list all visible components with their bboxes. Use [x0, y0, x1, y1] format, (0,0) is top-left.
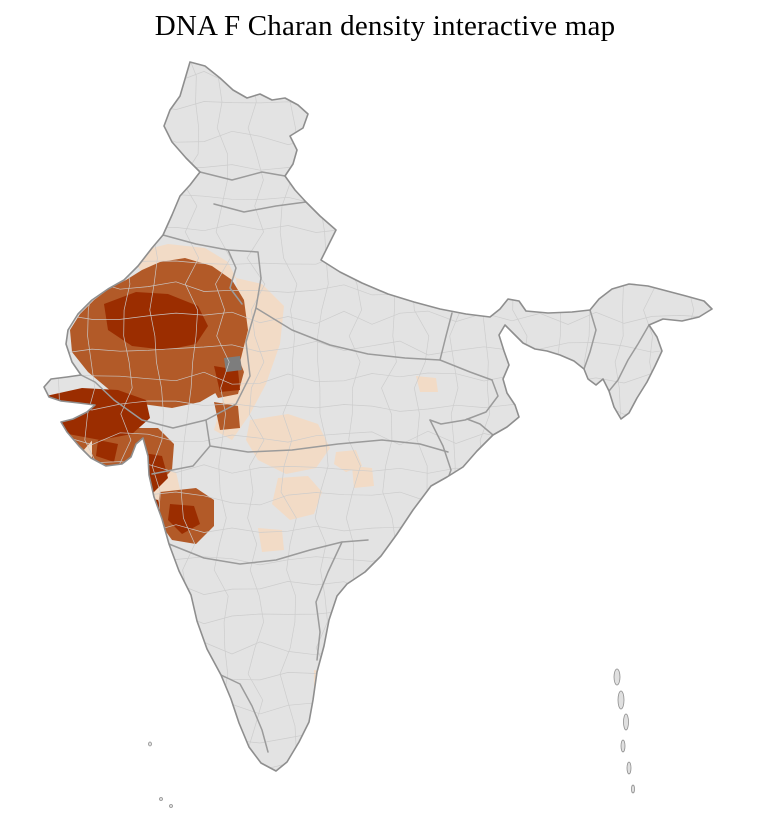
density-region-high[interactable]: [214, 366, 240, 392]
island[interactable]: [613, 668, 621, 686]
density-region-high[interactable]: [104, 292, 208, 350]
island[interactable]: [626, 761, 632, 775]
density-region-high[interactable]: [46, 388, 150, 440]
density-region-low[interactable]: [214, 278, 284, 440]
density-region-high[interactable]: [96, 440, 118, 462]
island[interactable]: [631, 784, 635, 794]
density-region-low[interactable]: [352, 466, 374, 488]
density-region-low[interactable]: [416, 376, 438, 392]
india-outline: [43, 61, 713, 772]
island[interactable]: [623, 713, 629, 731]
density-region-low[interactable]: [246, 414, 330, 474]
india-landmass[interactable]: [44, 62, 712, 771]
island[interactable]: [148, 741, 152, 747]
page-title: DNA F Charan density interactive map: [154, 10, 616, 42]
island[interactable]: [159, 797, 163, 801]
islands: [148, 668, 635, 808]
density-region-low[interactable]: [258, 528, 284, 552]
island[interactable]: [620, 739, 626, 753]
density-region-low[interactable]: [272, 476, 322, 520]
island[interactable]: [169, 804, 173, 808]
density-region-no_data[interactable]: [524, 446, 548, 466]
island[interactable]: [617, 690, 625, 710]
density-region-no_data[interactable]: [38, 400, 58, 416]
density-region-medium[interactable]: [214, 402, 240, 430]
